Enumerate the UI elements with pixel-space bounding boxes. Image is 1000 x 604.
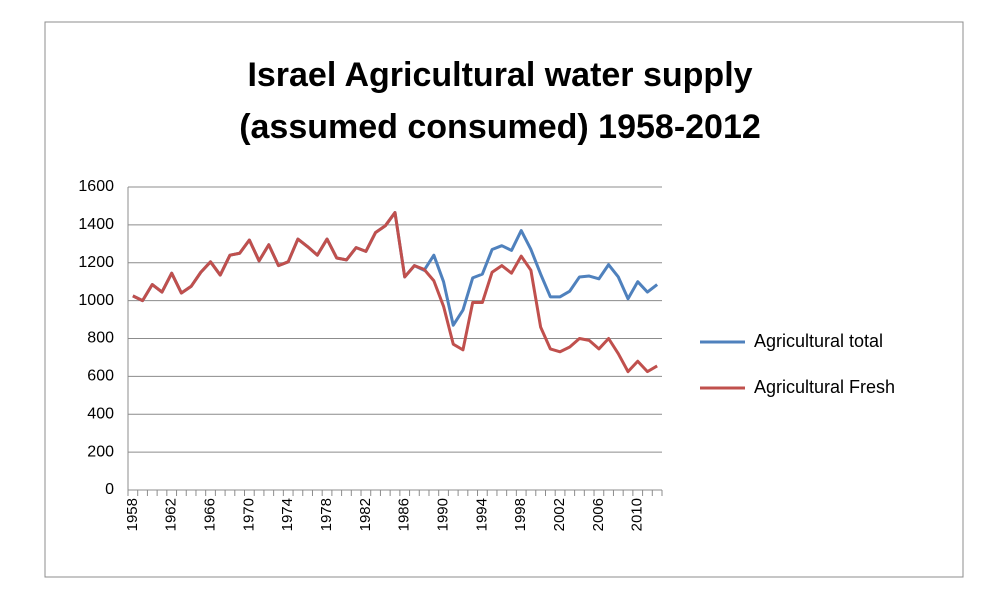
x-tick-label: 1974 (279, 498, 296, 531)
x-tick-label: 1966 (201, 498, 218, 531)
y-tick-label: 0 (105, 481, 114, 498)
y-tick-label: 600 (87, 368, 114, 385)
y-tick-label: 1400 (78, 216, 114, 233)
x-tick-label: 2006 (590, 498, 607, 531)
chart-title: Israel Agricultural water supply (247, 56, 752, 94)
chart-border (44, 21, 964, 578)
x-tick-label: 1998 (512, 498, 529, 531)
series-line (132, 211, 658, 374)
y-tick-label: 1200 (78, 254, 114, 271)
x-tick-label: 2010 (629, 498, 646, 531)
x-tick-label: 1990 (435, 498, 452, 531)
legend-label: Agricultural Fresh (754, 377, 895, 397)
chart-title: (assumed consumed) 1958-2012 (239, 108, 761, 146)
x-tick-label: 1994 (473, 498, 490, 531)
x-tick-label: 1970 (240, 498, 257, 531)
x-tick-label: 1986 (396, 498, 413, 531)
x-tick-label: 1962 (163, 498, 180, 531)
x-tick-label: 1978 (318, 498, 335, 531)
y-tick-label: 400 (87, 405, 114, 422)
y-tick-label: 1000 (78, 292, 114, 309)
y-tick-label: 200 (87, 443, 114, 460)
x-tick-label: 1958 (124, 498, 141, 531)
legend-label: Agricultural total (754, 331, 883, 351)
y-tick-label: 800 (87, 330, 114, 347)
x-tick-label: 1982 (357, 498, 374, 531)
x-tick-label: 2002 (551, 498, 568, 531)
y-tick-label: 1600 (78, 178, 114, 195)
